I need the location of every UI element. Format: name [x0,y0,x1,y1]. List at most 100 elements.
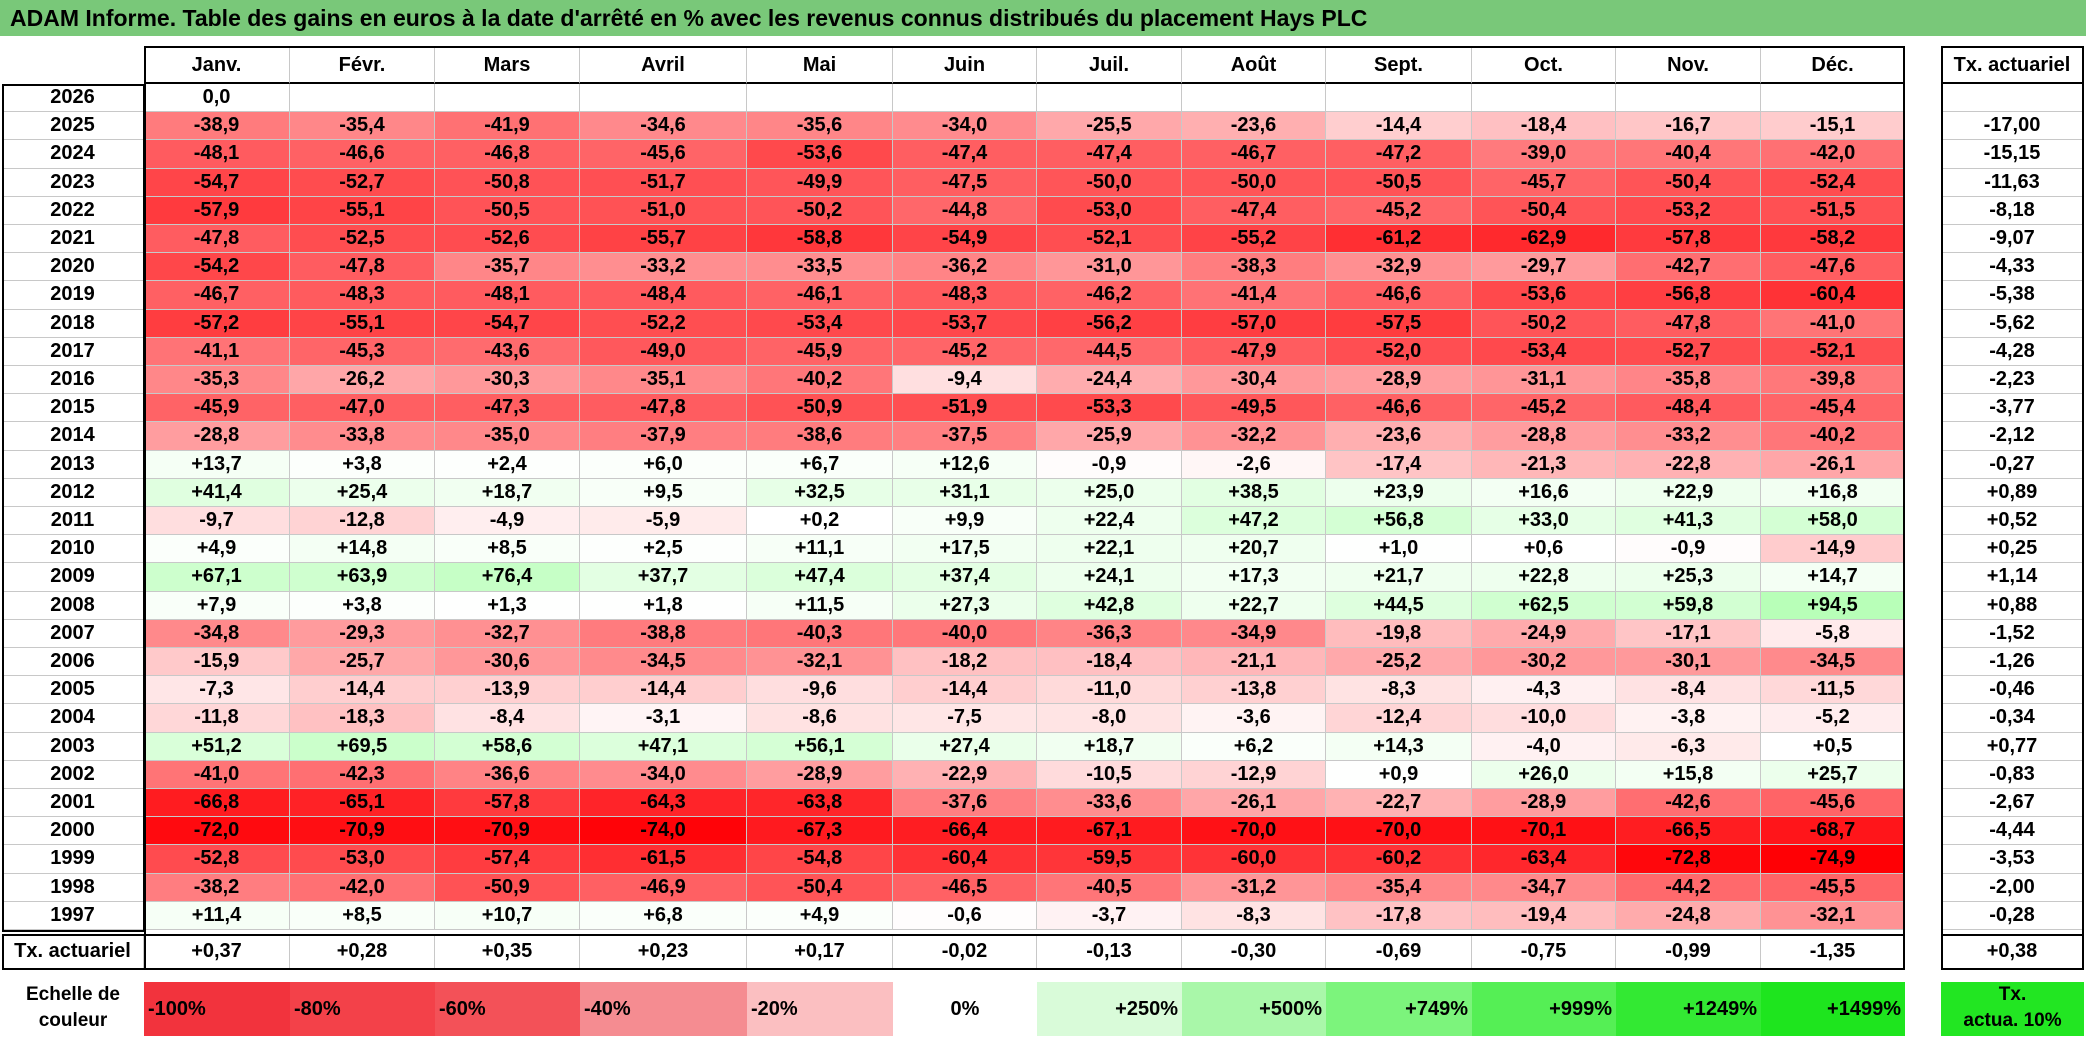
gain-cell: -30,3 [435,366,580,395]
color-scale-swatch: +250% [1037,982,1182,1036]
gain-cell: +59,8 [1616,591,1761,620]
gain-cell: -48,4 [1616,394,1761,423]
gain-cell: -3,7 [1037,901,1182,930]
gain-cell: -55,2 [1182,225,1326,254]
gain-cell: -55,7 [580,225,747,254]
gain-cell: -34,7 [1472,873,1616,902]
month-header: Avril [580,46,747,84]
gain-cell: -50,4 [747,873,893,902]
row-rate-cell: -4,44 [1941,817,2084,846]
gain-cell: +16,8 [1761,478,1905,507]
gain-cell: -21,1 [1182,648,1326,677]
year-label: 2017 [2,337,144,366]
year-label: 2000 [2,817,144,846]
month-header: Sept. [1326,46,1472,84]
month-header: Oct. [1472,46,1616,84]
gain-cell: -31,0 [1037,253,1182,282]
row-rate-cell: -2,12 [1941,422,2084,451]
row-rate-cell: -5,38 [1941,281,2084,310]
gain-cell: -41,0 [1761,309,1905,338]
gain-cell: +11,1 [747,535,893,564]
gain-cell: -49,9 [747,168,893,197]
gain-cell: -44,5 [1037,337,1182,366]
gain-cell: +58,0 [1761,507,1905,536]
gain-cell: +32,5 [747,478,893,507]
gain-cell: -37,5 [893,422,1037,451]
gain-cell: -33,5 [747,253,893,282]
gain-cell: +6,8 [580,901,747,930]
year-label: 2026 [2,84,144,113]
gain-cell: -40,4 [1616,140,1761,169]
gain-cell: +12,6 [893,450,1037,479]
gain-cell: +0,6 [1472,535,1616,564]
gain-cell: -8,4 [1616,676,1761,705]
gain-cell: +67,1 [144,563,290,592]
gain-cell: -53,6 [1472,281,1616,310]
gain-cell: -74,9 [1761,845,1905,874]
row-rate-cell: -0,46 [1941,676,2084,705]
gain-cell: -50,8 [435,168,580,197]
gain-cell: +4,9 [747,901,893,930]
gain-cell: -18,3 [290,704,435,733]
month-header: Mars [435,46,580,84]
gain-cell: -45,6 [580,140,747,169]
gain-cell: -4,3 [1472,676,1616,705]
gain-cell: -50,5 [1326,168,1472,197]
row-rate-cell: -0,34 [1941,704,2084,733]
footer-rate-cell: +0,37 [144,934,290,970]
gain-cell: -9,4 [893,366,1037,395]
gain-cell: -50,9 [435,873,580,902]
gain-cell: -24,4 [1037,366,1182,395]
gain-cell: +31,1 [893,478,1037,507]
row-rate-cell: +0,77 [1941,732,2084,761]
gain-cell: -53,7 [893,309,1037,338]
gain-cell [893,84,1037,113]
gain-cell: +25,3 [1616,563,1761,592]
gain-cell: -47,6 [1761,253,1905,282]
gain-cell: -28,8 [144,422,290,451]
gain-cell: -74,0 [580,817,747,846]
month-header: Août [1182,46,1326,84]
gain-cell: +25,7 [1761,760,1905,789]
year-label: 2007 [2,619,144,648]
gain-cell: -48,4 [580,281,747,310]
row-rate-cell: -0,83 [1941,760,2084,789]
gain-cell: -72,0 [144,817,290,846]
month-header: Juil. [1037,46,1182,84]
gain-cell: +41,4 [144,478,290,507]
gain-cell: +56,1 [747,732,893,761]
gain-cell: -8,4 [435,704,580,733]
row-rate-cell: -8,18 [1941,196,2084,225]
gain-cell: -3,1 [580,704,747,733]
row-rate-cell: -3,53 [1941,845,2084,874]
footer-rate-cell: -1,35 [1761,934,1905,970]
gain-cell: -9,7 [144,507,290,536]
gain-cell: +63,9 [290,563,435,592]
gain-cell: -31,1 [1472,366,1616,395]
gain-cell: +56,8 [1326,507,1472,536]
gain-cell: +0,9 [1326,760,1472,789]
year-label: 2011 [2,507,144,536]
gain-cell: +14,7 [1761,563,1905,592]
gain-cell: -14,9 [1761,535,1905,564]
gain-cell: -42,0 [1761,140,1905,169]
gain-cell: -17,1 [1616,619,1761,648]
gain-cell: -8,6 [747,704,893,733]
gain-cell: +26,0 [1472,760,1616,789]
gain-cell: +37,4 [893,563,1037,592]
gain-cell: +11,5 [747,591,893,620]
gain-cell [290,84,435,113]
year-label: 2016 [2,366,144,395]
gain-cell: -40,5 [1037,873,1182,902]
gain-cell: -52,7 [290,168,435,197]
gain-cell: -45,2 [1472,394,1616,423]
gain-cell: -47,4 [1182,196,1326,225]
gain-cell: -42,7 [1616,253,1761,282]
gain-cell: -47,2 [1326,140,1472,169]
gain-cell: -57,5 [1326,309,1472,338]
gain-cell: -50,4 [1616,168,1761,197]
gain-cell: -59,5 [1037,845,1182,874]
gain-cell: -5,9 [580,507,747,536]
gain-cell: -47,9 [1182,337,1326,366]
row-rate-cell: +0,25 [1941,535,2084,564]
